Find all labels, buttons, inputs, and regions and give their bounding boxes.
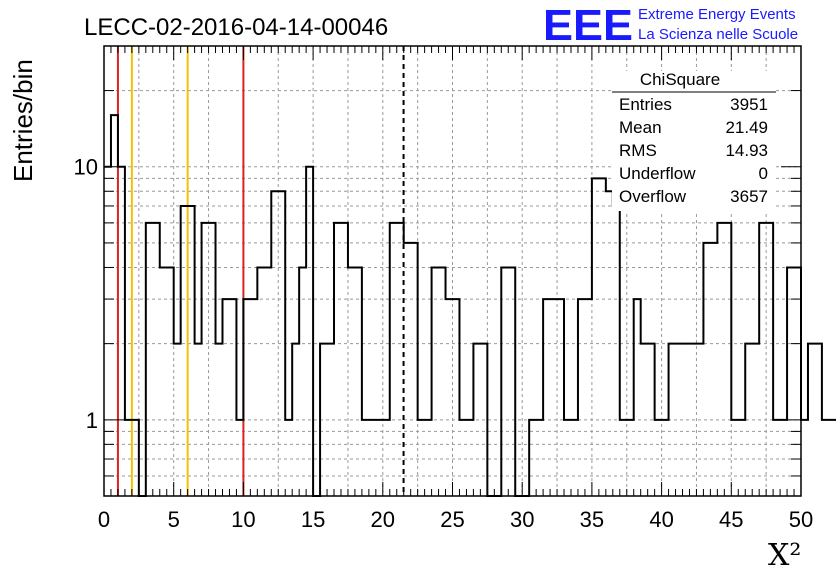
- eee-logo-line2: La Scienza nelle Scuole: [638, 26, 798, 43]
- eee-logo: EEE Extreme Energy Events La Scienza nel…: [543, 1, 798, 50]
- stats-overflow-value: 3657: [730, 187, 768, 206]
- x-axis-label: X²: [768, 538, 801, 572]
- stats-box: ChiSquare Entries 3951 Mean 21.49 RMS 14…: [612, 70, 776, 211]
- x-tick-label: 35: [580, 507, 604, 532]
- stats-entries-value: 3951: [730, 95, 768, 114]
- stats-entries-label: Entries: [619, 95, 672, 114]
- stats-title: ChiSquare: [640, 70, 720, 89]
- x-tick-label: 45: [719, 507, 743, 532]
- y-axis-label: Entries/bin: [8, 59, 38, 182]
- tick-labels: 0 5 10 15 20 25 30 35 40 45 50 1 10: [74, 155, 814, 532]
- x-tick-label: 15: [301, 507, 325, 532]
- stats-underflow-label: Underflow: [619, 164, 696, 183]
- x-tick-label: 25: [440, 507, 464, 532]
- reference-lines: [116, 46, 405, 496]
- x-tick-label: 0: [98, 507, 110, 532]
- chart-title: LECC-02-2016-04-14-00046: [84, 14, 388, 41]
- x-tick-label: 10: [231, 507, 255, 532]
- eee-logo-line1: Extreme Energy Events: [638, 6, 796, 23]
- axis-ticks: [103, 45, 802, 496]
- stats-rms-value: 14.93: [725, 141, 768, 160]
- x-tick-label: 40: [649, 507, 673, 532]
- x-tick-label: 30: [510, 507, 534, 532]
- stats-box-background: [612, 71, 776, 211]
- eee-logo-mark: EEE: [543, 1, 633, 50]
- y-tick-label: 10: [74, 155, 98, 180]
- x-tick-label: 5: [168, 507, 180, 532]
- stats-mean-value: 21.49: [725, 118, 768, 137]
- stats-rms-label: RMS: [619, 141, 657, 160]
- x-tick-label: 20: [371, 507, 395, 532]
- stats-mean-label: Mean: [619, 118, 662, 137]
- x-tick-label: 50: [789, 507, 813, 532]
- stats-underflow-value: 0: [759, 164, 768, 183]
- y-tick-label: 1: [86, 408, 98, 433]
- stats-overflow-label: Overflow: [619, 187, 687, 206]
